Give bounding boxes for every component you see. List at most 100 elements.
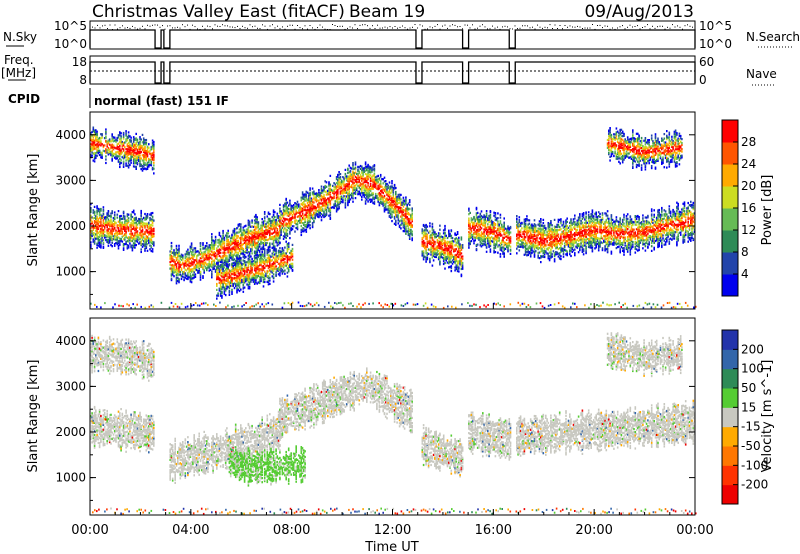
data-cell bbox=[120, 225, 122, 228]
data-cell bbox=[585, 219, 587, 222]
data-cell bbox=[286, 214, 289, 217]
data-cell bbox=[171, 264, 174, 267]
data-cell bbox=[318, 191, 320, 194]
data-cell bbox=[450, 256, 453, 259]
data-cell bbox=[348, 188, 350, 191]
data-cell bbox=[367, 178, 369, 181]
nsearch-dot bbox=[494, 27, 496, 29]
data-cell bbox=[238, 228, 241, 231]
data-cell bbox=[100, 244, 102, 247]
data-cell bbox=[291, 209, 294, 212]
data-cell bbox=[339, 192, 342, 195]
data-cell bbox=[482, 216, 484, 219]
data-cell bbox=[458, 256, 460, 259]
data-cell bbox=[204, 257, 207, 260]
data-cell bbox=[492, 224, 494, 227]
data-cell bbox=[489, 232, 492, 235]
data-cell bbox=[282, 220, 285, 223]
data-cell bbox=[353, 192, 355, 195]
data-cell bbox=[444, 234, 446, 237]
data-cell bbox=[251, 237, 253, 240]
data-cell bbox=[150, 226, 153, 229]
data-cell bbox=[300, 199, 303, 202]
data-cell bbox=[119, 241, 121, 244]
data-cell bbox=[458, 236, 460, 239]
data-cell bbox=[151, 240, 154, 243]
data-cell bbox=[402, 230, 405, 233]
data-cell bbox=[518, 234, 521, 237]
data-cell bbox=[216, 249, 218, 252]
data-cell bbox=[424, 229, 426, 232]
data-cell bbox=[285, 240, 287, 243]
data-cell bbox=[388, 196, 391, 199]
data-cell bbox=[390, 209, 392, 212]
data-cell bbox=[364, 163, 367, 166]
data-cell bbox=[358, 180, 361, 183]
data-cell bbox=[421, 238, 424, 241]
data-cell bbox=[314, 215, 316, 218]
data-cell bbox=[442, 260, 445, 263]
data-cell bbox=[202, 276, 204, 279]
data-cell bbox=[231, 249, 233, 252]
data-cell bbox=[127, 236, 130, 239]
data-cell bbox=[460, 244, 463, 247]
data-cell bbox=[347, 169, 349, 172]
data-cell bbox=[103, 230, 106, 233]
data-cell bbox=[132, 221, 135, 224]
data-cell bbox=[373, 181, 376, 184]
data-cell bbox=[497, 233, 499, 236]
data-cell bbox=[319, 192, 321, 195]
data-cell bbox=[232, 258, 234, 262]
data-cell bbox=[400, 215, 402, 218]
data-cell bbox=[234, 251, 237, 254]
data-cell bbox=[175, 282, 178, 285]
data-cell bbox=[366, 179, 368, 182]
data-cell bbox=[233, 235, 236, 238]
data-cell bbox=[374, 183, 377, 186]
data-cell bbox=[189, 268, 192, 271]
data-cell bbox=[188, 253, 190, 256]
data-cell bbox=[493, 211, 495, 214]
data-cell bbox=[238, 249, 241, 253]
data-cell bbox=[202, 243, 204, 246]
data-cell bbox=[226, 256, 228, 259]
data-cell bbox=[432, 241, 435, 244]
data-cell bbox=[132, 244, 135, 247]
data-cell bbox=[444, 231, 446, 234]
data-cell bbox=[110, 231, 112, 234]
data-cell bbox=[242, 238, 245, 241]
nsearch-dot bbox=[482, 24, 483, 26]
data-cell bbox=[476, 216, 479, 219]
data-cell bbox=[516, 238, 518, 241]
data-cell bbox=[238, 231, 241, 234]
data-cell bbox=[236, 254, 238, 257]
data-cell bbox=[222, 258, 224, 261]
data-cell bbox=[358, 192, 361, 195]
data-cell bbox=[211, 237, 213, 240]
data-cell bbox=[325, 206, 328, 209]
data-cell bbox=[479, 220, 482, 223]
data-cell bbox=[410, 228, 412, 231]
data-cell bbox=[315, 210, 318, 213]
data-cell bbox=[321, 191, 324, 194]
data-cell bbox=[553, 258, 556, 261]
data-cell bbox=[478, 221, 480, 225]
data-cell bbox=[376, 178, 378, 181]
nsearch-dot bbox=[257, 27, 258, 29]
data-cell bbox=[358, 176, 361, 179]
data-cell bbox=[243, 231, 246, 234]
data-cell bbox=[398, 193, 401, 196]
data-cell bbox=[516, 247, 518, 250]
data-cell bbox=[192, 268, 194, 271]
data-cell bbox=[337, 204, 339, 207]
data-cell bbox=[192, 253, 194, 256]
data-cell bbox=[337, 198, 339, 201]
data-cell bbox=[140, 211, 142, 215]
data-cell bbox=[429, 234, 431, 237]
data-cell bbox=[214, 255, 217, 258]
data-cell bbox=[388, 211, 391, 214]
data-cell bbox=[422, 254, 425, 257]
data-cell bbox=[490, 231, 493, 235]
data-cell bbox=[96, 227, 98, 230]
data-cell bbox=[187, 257, 189, 260]
